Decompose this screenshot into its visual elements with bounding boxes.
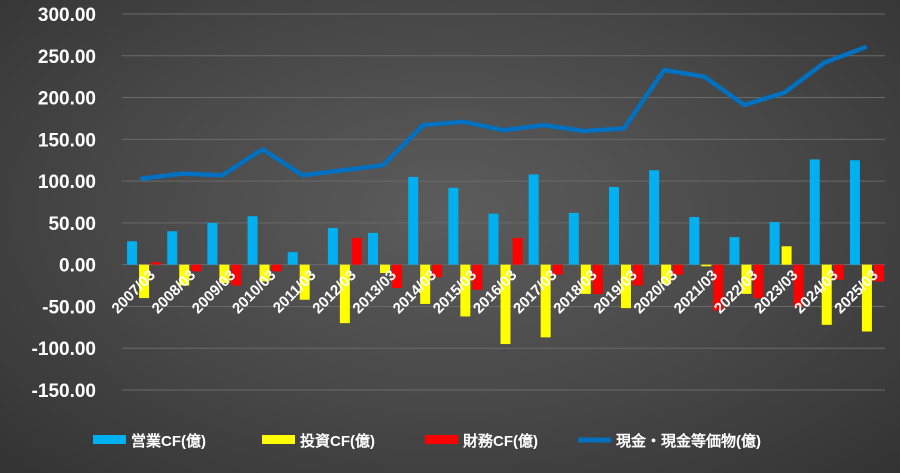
- y-tick-label: -100.00: [32, 339, 96, 360]
- bar-series-2-17: [833, 264, 844, 280]
- bar-series-2-16: [793, 264, 804, 307]
- bar-series-0-16: [769, 222, 780, 265]
- bar-series-0-9: [488, 213, 499, 265]
- bar-series-1-13: [661, 264, 672, 284]
- legend-swatch: [262, 435, 295, 444]
- bar-series-1-9: [500, 264, 511, 345]
- bars: [127, 159, 884, 345]
- bar-series-2-1: [191, 264, 202, 272]
- y-tick-label: 50.00: [48, 214, 96, 235]
- y-axis-ticks: 300.00 250.00 200.00 150.00 100.00 50.00 0.00 -…: [32, 5, 96, 402]
- bar-series-2-15: [753, 264, 764, 299]
- bar-series-2-5: [351, 237, 362, 265]
- bar-series-1-1: [179, 264, 190, 286]
- bar-series-2-9: [512, 237, 523, 265]
- bar-series-2-7: [432, 264, 443, 278]
- bar-series-2-8: [472, 264, 483, 290]
- bar-series-2-6: [392, 264, 403, 289]
- bar-series-0-1: [167, 231, 178, 265]
- x-tick-label: 2007/03: [109, 267, 159, 317]
- y-tick-label: 250.00: [38, 47, 96, 68]
- x-tick-label: 2009/03: [189, 267, 239, 317]
- bar-series-1-18: [861, 264, 872, 332]
- x-tick-label: 2008/03: [149, 267, 199, 317]
- bar-series-2-0: [151, 262, 162, 265]
- bar-series-0-3: [247, 216, 258, 265]
- bar-series-1-5: [339, 264, 350, 324]
- bar-series-1-16: [781, 246, 792, 265]
- bar-series-1-0: [139, 264, 150, 299]
- x-tick-label: 2017/03: [510, 267, 560, 317]
- bar-series-0-15: [729, 237, 740, 265]
- bar-series-0-14: [689, 217, 700, 265]
- y-tick-label: 150.00: [38, 130, 96, 151]
- legend-label: 営業CF(億): [131, 432, 206, 450]
- bar-series-1-11: [580, 264, 591, 294]
- legend-label: 投資CF(億): [300, 432, 375, 450]
- bar-series-0-2: [207, 222, 218, 265]
- bar-series-0-8: [448, 187, 459, 265]
- bar-series-2-3: [271, 264, 282, 272]
- bar-series-2-18: [873, 264, 884, 282]
- legend-swatch: [425, 435, 458, 444]
- y-tick-label: 200.00: [38, 89, 96, 110]
- bar-series-2-12: [632, 264, 643, 286]
- bar-series-2-13: [673, 264, 684, 275]
- bar-series-1-3: [259, 264, 270, 282]
- legend-label: 現金・現金等価物(億): [616, 432, 761, 450]
- cash-line: [139, 45, 868, 181]
- bar-series-1-4: [299, 264, 310, 300]
- bar-series-1-15: [741, 264, 752, 294]
- bar-series-2-14: [713, 264, 724, 311]
- bar-series-2-11: [592, 264, 603, 294]
- bar-series-1-10: [540, 264, 551, 338]
- legend: 営業CF(億) 投資CF(億) 財務CF(億) 現金・現金等価物(億): [93, 432, 761, 450]
- bar-series-0-13: [649, 170, 660, 265]
- legend-label: 財務CF(億): [462, 432, 538, 450]
- x-axis-ticks: 2007/032008/032009/032010/032011/032012/…: [109, 267, 882, 317]
- bar-series-0-4: [287, 252, 298, 265]
- bar-series-0-11: [568, 212, 579, 265]
- bar-series-1-2: [219, 264, 230, 284]
- y-tick-label: -150.00: [32, 381, 96, 402]
- bar-series-0-10: [528, 174, 539, 265]
- x-tick-label: 2012/03: [309, 267, 359, 317]
- bar-series-0-5: [327, 227, 338, 265]
- bar-series-0-6: [368, 232, 379, 265]
- bar-series-0-7: [408, 176, 419, 265]
- bar-series-0-17: [809, 159, 820, 265]
- bar-series-1-8: [460, 264, 471, 317]
- bar-series-0-0: [127, 241, 138, 265]
- bar-series-2-2: [231, 264, 242, 286]
- y-tick-label: 0.00: [59, 256, 96, 277]
- bar-series-0-12: [608, 186, 619, 265]
- bar-series-1-17: [821, 264, 832, 325]
- bar-series-2-10: [552, 264, 563, 275]
- bar-series-1-14: [701, 264, 712, 267]
- legend-swatch: [93, 435, 126, 444]
- bar-series-0-18: [849, 160, 860, 265]
- y-tick-label: -50.00: [42, 297, 96, 318]
- bar-series-1-6: [380, 264, 391, 274]
- y-tick-label: 300.00: [38, 5, 96, 26]
- x-tick-label: 2013/03: [349, 267, 399, 317]
- bar-series-1-7: [420, 264, 431, 304]
- cash-equivalents-line: [139, 45, 868, 181]
- bar-series-1-12: [620, 264, 631, 309]
- y-tick-label: 100.00: [38, 172, 96, 193]
